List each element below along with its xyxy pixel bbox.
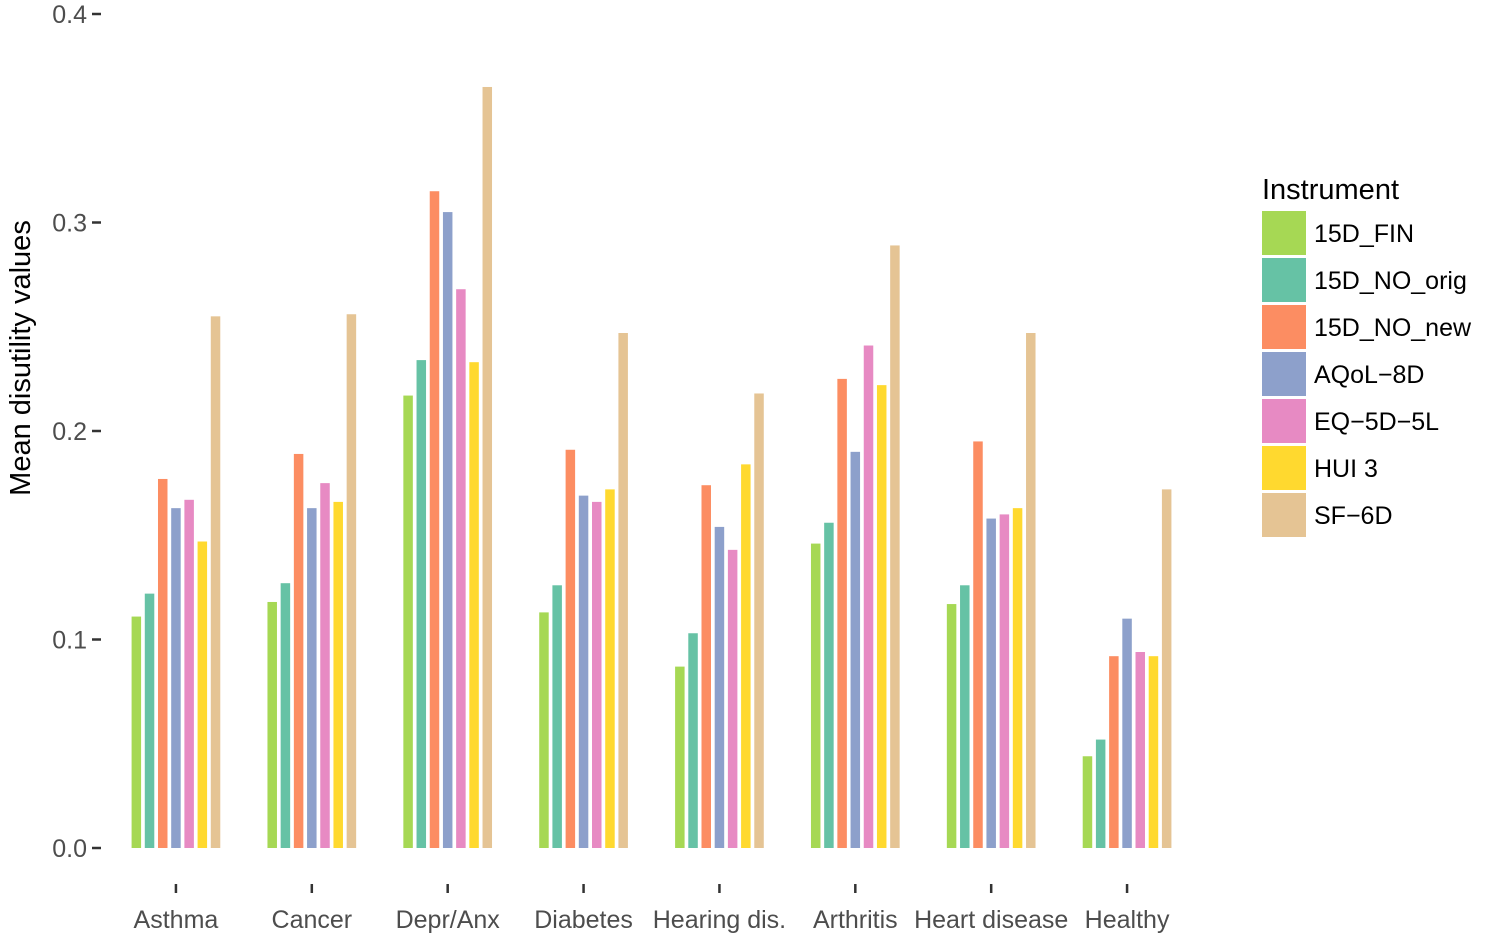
bar xyxy=(565,449,576,848)
legend-label: HUI 3 xyxy=(1314,455,1378,483)
legend-key xyxy=(1262,258,1306,302)
bar xyxy=(539,612,549,848)
bar xyxy=(1082,756,1093,848)
bar xyxy=(144,593,155,848)
bar xyxy=(197,541,208,848)
bar xyxy=(824,522,834,848)
legend-key xyxy=(1262,399,1306,443)
legend-label: 15D_NO_new xyxy=(1314,314,1472,342)
bar xyxy=(267,601,277,848)
bar xyxy=(482,86,493,849)
bar xyxy=(810,543,821,848)
y-axis-title: Mean disutility values xyxy=(5,220,37,496)
bar xyxy=(157,478,168,848)
bar xyxy=(605,489,615,848)
x-tick-label: Heart disease xyxy=(914,906,1068,934)
legend-key xyxy=(1262,352,1306,396)
bar xyxy=(863,345,874,848)
x-tick-label: Depr/Anx xyxy=(396,906,501,934)
bar xyxy=(552,585,562,848)
y-tick-label: 0.1 xyxy=(52,627,87,655)
bar xyxy=(442,212,453,848)
legend-key xyxy=(1262,305,1306,349)
y-tick-label: 0.4 xyxy=(52,1,87,29)
bars xyxy=(131,86,1172,849)
bar xyxy=(131,616,142,848)
legend: Instrument 15D_FIN 15D_NO_orig 15D_NO_new A… xyxy=(1262,174,1472,537)
x-tick-label: Hearing dis. xyxy=(653,906,786,934)
x-tick-label: Diabetes xyxy=(534,906,633,934)
y-axis: 0.0 0.1 0.2 0.3 0.4 xyxy=(52,1,101,863)
bar xyxy=(999,514,1010,848)
bar xyxy=(416,360,427,848)
bar xyxy=(1109,656,1119,848)
bar xyxy=(1026,333,1036,848)
bar xyxy=(333,501,343,848)
bar xyxy=(307,508,317,848)
bar xyxy=(754,393,764,848)
bar xyxy=(701,485,711,848)
bar xyxy=(171,508,181,848)
bar xyxy=(876,385,887,848)
bar xyxy=(469,362,479,848)
bar xyxy=(578,495,589,848)
bar xyxy=(184,499,194,848)
bar xyxy=(1122,618,1132,848)
legend-key xyxy=(1262,493,1306,537)
legend-key xyxy=(1262,211,1306,255)
x-tick-label: Cancer xyxy=(272,906,353,934)
bar xyxy=(1012,508,1023,848)
legend-label: EQ−5D−5L xyxy=(1314,408,1439,436)
x-tick-label: Asthma xyxy=(134,906,219,934)
bar xyxy=(837,378,847,849)
legend-title: Instrument xyxy=(1262,174,1399,206)
bar xyxy=(960,585,970,848)
bar xyxy=(675,666,685,848)
bar xyxy=(727,549,738,848)
bar xyxy=(280,583,291,848)
bar xyxy=(1148,656,1159,848)
bar xyxy=(210,316,221,849)
x-tick-label: Healthy xyxy=(1085,906,1170,934)
bar xyxy=(293,453,304,848)
bar xyxy=(946,604,957,848)
bar xyxy=(973,441,983,848)
bar xyxy=(592,501,602,848)
y-tick-label: 0.3 xyxy=(52,210,87,238)
bar xyxy=(688,633,698,848)
bar xyxy=(346,314,357,848)
legend-label: SF−6D xyxy=(1314,502,1393,530)
bar xyxy=(320,483,330,848)
y-tick-label: 0.2 xyxy=(52,418,87,446)
bar xyxy=(618,333,628,848)
legend-label: 15D_NO_orig xyxy=(1314,267,1467,295)
bar xyxy=(456,289,466,849)
x-axis: Asthma Cancer Depr/Anx Diabetes Hearing dis.… xyxy=(134,884,1170,934)
bar xyxy=(986,518,996,848)
bar xyxy=(714,526,725,848)
bar xyxy=(1135,652,1146,848)
bar xyxy=(1161,489,1172,848)
bar xyxy=(850,451,861,848)
bar xyxy=(1095,739,1106,848)
legend-label: AQoL−8D xyxy=(1314,361,1425,389)
bar xyxy=(890,245,900,848)
bar xyxy=(403,395,413,848)
x-tick-label: Arthritis xyxy=(813,906,898,934)
legend-key xyxy=(1262,446,1306,490)
y-tick-label: 0.0 xyxy=(52,835,87,863)
bar xyxy=(741,464,751,848)
bar xyxy=(429,191,440,849)
legend-label: 15D_FIN xyxy=(1314,220,1414,248)
